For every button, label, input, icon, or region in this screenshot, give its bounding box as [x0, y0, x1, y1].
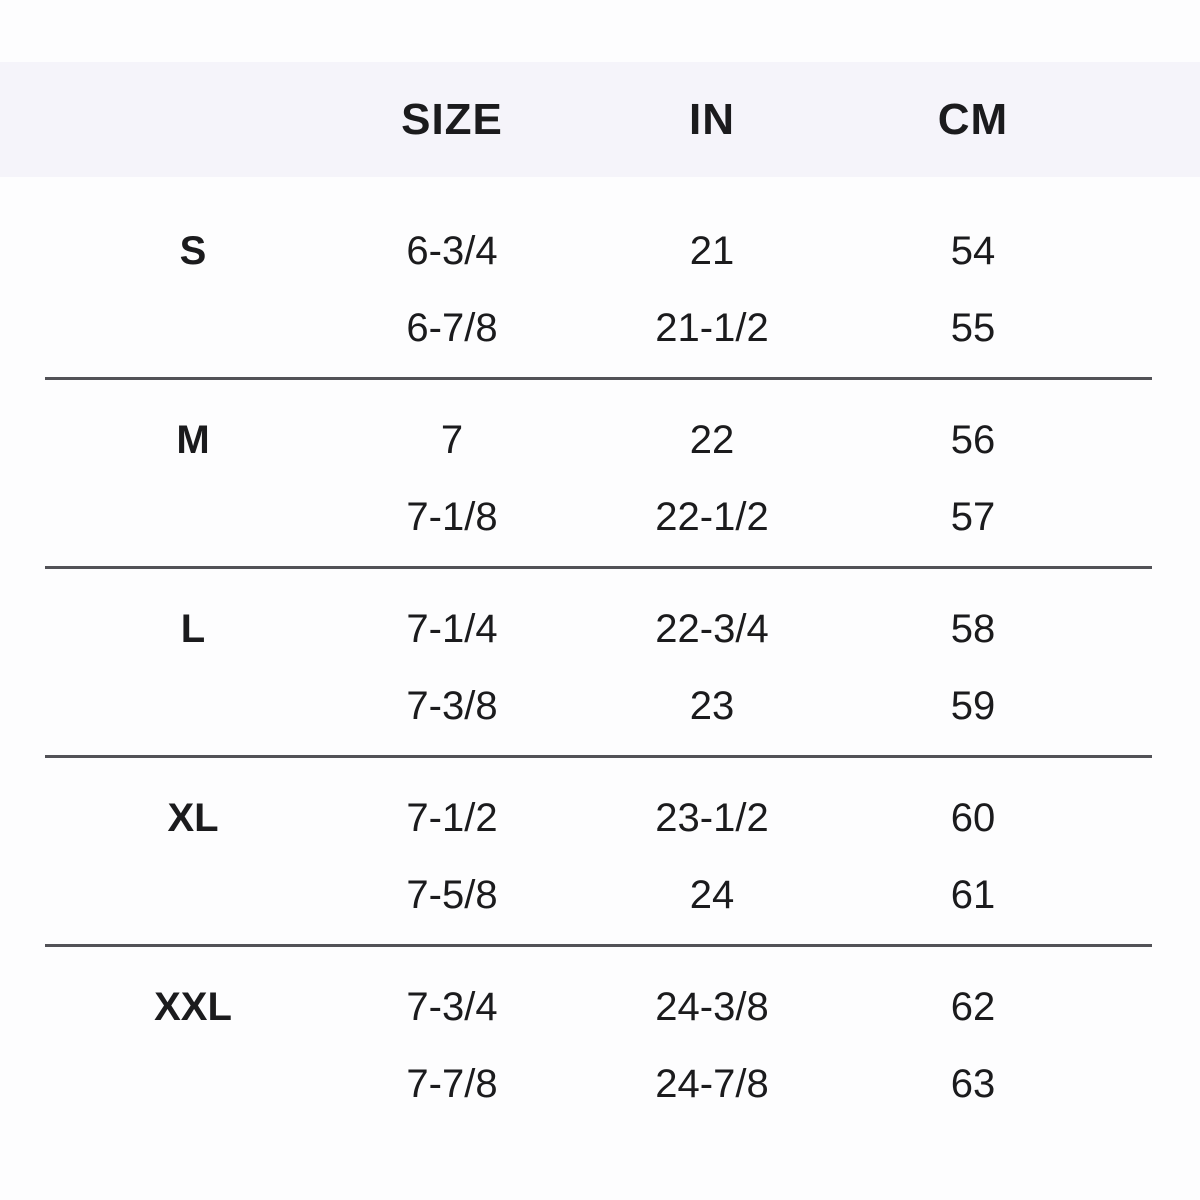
in-value: 24-3/8: [655, 985, 769, 1029]
size-group-xxl: XXL 7-3/4 24-3/8 62 7-7/8 24-7/8 63: [0, 947, 1200, 1123]
table-row: L 7-1/4 22-3/4 58: [0, 591, 1200, 668]
table-row: 7-3/8 23 59: [0, 668, 1200, 745]
size-value: 7: [440, 418, 464, 462]
table-row: 7-5/8 24 61: [0, 857, 1200, 934]
in-value: 24: [689, 873, 735, 917]
table-row: M 7 22 56: [0, 402, 1200, 479]
size-value: 7-1/8: [406, 495, 498, 539]
size-label: XXL: [154, 985, 232, 1029]
cm-value: 61: [950, 873, 996, 917]
group-divider: [45, 944, 1152, 947]
cm-value: 60: [950, 796, 996, 840]
cm-value: 63: [950, 1062, 996, 1106]
in-value: 23-1/2: [655, 796, 769, 840]
in-value: 24-7/8: [655, 1062, 769, 1106]
size-value: 7-1/4: [406, 607, 498, 651]
size-group-l: L 7-1/4 22-3/4 58 7-3/8 23 59: [0, 569, 1200, 745]
cm-value: 56: [950, 418, 996, 462]
table-row: XL 7-1/2 23-1/2 60: [0, 780, 1200, 857]
size-group-s: S 6-3/4 21 54 6-7/8 21-1/2 55: [0, 191, 1200, 367]
column-header-size: SIZE: [401, 94, 503, 144]
in-value: 23: [689, 684, 735, 728]
size-label: S: [179, 229, 207, 273]
size-group-xl: XL 7-1/2 23-1/2 60 7-5/8 24 61: [0, 758, 1200, 934]
size-value: 7-1/2: [406, 796, 498, 840]
table-row: 6-7/8 21-1/2 55: [0, 290, 1200, 367]
size-group-m: M 7 22 56 7-1/8 22-1/2 57: [0, 380, 1200, 556]
group-divider: [45, 377, 1152, 380]
column-header-in: IN: [689, 94, 735, 144]
table-row: S 6-3/4 21 54: [0, 213, 1200, 290]
size-value: 7-5/8: [406, 873, 498, 917]
size-value: 7-3/8: [406, 684, 498, 728]
size-label: M: [176, 418, 210, 462]
size-value: 7-7/8: [406, 1062, 498, 1106]
in-value: 22: [689, 418, 735, 462]
size-value: 6-7/8: [406, 306, 498, 350]
table-body: S 6-3/4 21 54 6-7/8 21-1/2 55 M 7 22 56: [0, 191, 1200, 1123]
table-row: XXL 7-3/4 24-3/8 62: [0, 969, 1200, 1046]
cm-value: 57: [950, 495, 996, 539]
cm-value: 55: [950, 306, 996, 350]
size-value: 7-3/4: [406, 985, 498, 1029]
table-row: 7-7/8 24-7/8 63: [0, 1046, 1200, 1123]
group-divider: [45, 755, 1152, 758]
in-value: 21-1/2: [655, 306, 769, 350]
cm-value: 54: [950, 229, 996, 273]
cm-value: 62: [950, 985, 996, 1029]
table-header-row: SIZE IN CM: [0, 62, 1200, 177]
in-value: 22-3/4: [655, 607, 769, 651]
group-divider: [45, 566, 1152, 569]
in-value: 22-1/2: [655, 495, 769, 539]
cm-value: 59: [950, 684, 996, 728]
size-label: XL: [167, 796, 219, 840]
in-value: 21: [689, 229, 735, 273]
column-header-cm: CM: [937, 94, 1009, 144]
size-label: L: [180, 607, 206, 651]
cm-value: 58: [950, 607, 996, 651]
table-row: 7-1/8 22-1/2 57: [0, 479, 1200, 556]
size-value: 6-3/4: [406, 229, 498, 273]
